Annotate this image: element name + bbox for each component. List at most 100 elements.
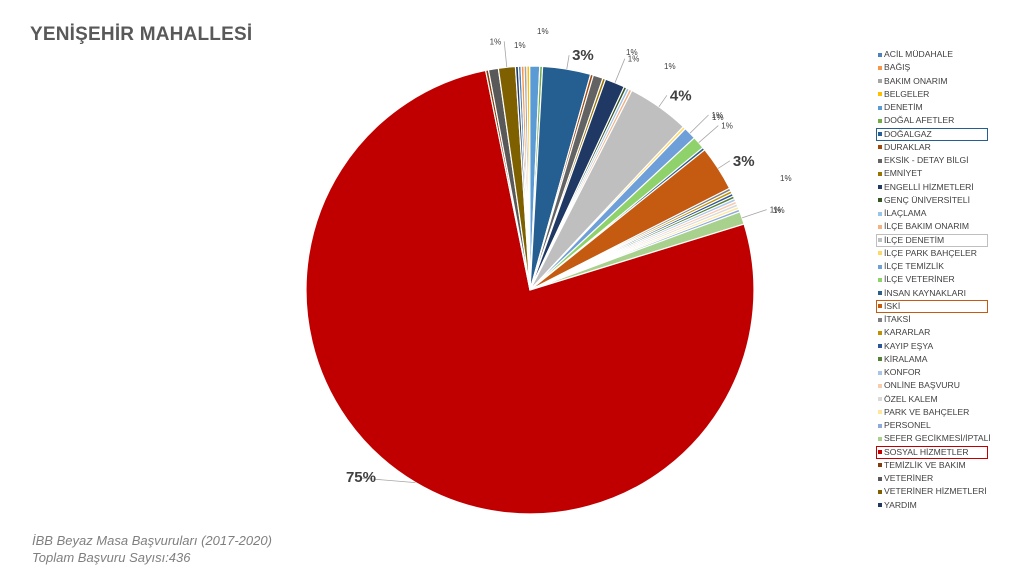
data-label: 1% <box>721 122 733 131</box>
legend-label: DOĞAL AFETLER <box>884 115 955 126</box>
legend-swatch <box>878 132 882 136</box>
legend-item: VETERİNER <box>876 472 988 485</box>
legend-label: BELGELER <box>884 88 930 99</box>
legend-item: İSKİ <box>876 299 988 313</box>
legend-swatch <box>878 251 882 256</box>
legend-item: BAKIM ONARIM <box>876 75 988 88</box>
data-label: 1% <box>628 55 640 64</box>
legend-label: DURAKLAR <box>884 141 931 152</box>
legend-label: YARDIM <box>884 499 917 510</box>
chart-title: YENİŞEHİR MAHALLESİ <box>30 24 253 45</box>
data-label: 3% <box>733 153 755 170</box>
legend-label: İLAÇLAMA <box>884 208 927 218</box>
data-label: 1% <box>664 62 676 71</box>
data-label: 1% <box>712 113 724 122</box>
legend-swatch <box>878 145 882 150</box>
legend-swatch <box>878 476 882 481</box>
legend-swatch <box>878 357 882 362</box>
leader-line <box>717 160 731 169</box>
legend-item: İLAÇLAMA <box>876 207 988 220</box>
legend-item: VETERİNER HİZMETLERİ <box>876 485 988 498</box>
data-label: 1% <box>626 48 638 57</box>
legend-swatch <box>878 79 882 83</box>
leader-line <box>614 58 626 83</box>
legend-label: İTAKSİ <box>884 314 911 324</box>
leader-line <box>658 95 668 108</box>
legend-item: DURAKLAR <box>876 141 988 154</box>
legend-item: GENÇ ÜNİVERSİTELİ <box>876 194 988 207</box>
legend-item: ÖZEL KALEM <box>876 393 988 406</box>
legend-item: KİRALAMA <box>876 353 988 366</box>
data-label: 1% <box>770 206 782 215</box>
legend-swatch <box>878 118 882 123</box>
legend-swatch <box>878 171 882 176</box>
legend-item: ACİL MÜDAHALE <box>876 48 988 61</box>
legend-label: İLÇE DENETİM <box>884 234 945 245</box>
chart-footer: İBB Beyaz Masa Başvuruları (2017-2020) T… <box>32 532 272 566</box>
legend-swatch <box>878 463 882 468</box>
legend-item: PARK VE BAHÇELER <box>876 406 988 419</box>
leader-line <box>503 41 508 68</box>
legend-label: DENETİM <box>884 102 923 112</box>
legend-item: BAĞIŞ <box>876 61 988 74</box>
legend-label: VETERİNER HİZMETLERİ <box>884 486 987 497</box>
legend-label: İLÇE PARK BAHÇELER <box>884 247 977 258</box>
leader-line <box>698 125 719 144</box>
legend-swatch <box>878 65 882 70</box>
legend-swatch <box>878 423 882 428</box>
legend-swatch <box>878 383 882 388</box>
legend-swatch <box>878 185 882 189</box>
legend-swatch <box>878 92 882 97</box>
leader-line <box>689 114 709 134</box>
legend-swatch <box>878 436 882 441</box>
legend-swatch <box>878 224 882 229</box>
legend-item: İLÇE TEMİZLİK <box>876 260 988 273</box>
legend-swatch <box>878 370 882 375</box>
data-label: 1% <box>780 174 792 183</box>
legend-label: VETERİNER <box>884 473 934 483</box>
legend-swatch <box>878 344 882 348</box>
data-label: 1% <box>514 41 526 50</box>
data-label: 75% <box>346 469 376 486</box>
legend-swatch <box>878 211 882 216</box>
legend-label: KAYIP EŞYA <box>884 340 934 351</box>
legend-item: KONFOR <box>876 366 988 379</box>
legend-item: DOĞALGAZ <box>876 127 988 141</box>
legend-label: BAĞIŞ <box>884 62 911 73</box>
legend-item: DOĞAL AFETLER <box>876 114 988 127</box>
pie-slice-yardim <box>514 65 531 291</box>
legend-item: İLÇE PARK BAHÇELER <box>876 247 988 260</box>
legend-item: İLÇE DENETİM <box>876 233 988 247</box>
legend-swatch <box>878 489 882 494</box>
legend-label: BAKIM ONARIM <box>884 75 948 86</box>
legend-item: İLÇE VETERİNER <box>876 273 988 286</box>
legend-item: İLÇE BAKIM ONARIM <box>876 220 988 233</box>
legend-swatch <box>878 304 882 309</box>
pie-slice-sosyal-hi-zmetler <box>305 69 755 515</box>
legend-item: İTAKSİ <box>876 313 988 326</box>
legend-item: DENETİM <box>876 101 988 114</box>
legend-label: PERSONEL <box>884 420 931 430</box>
legend-swatch <box>878 52 882 57</box>
legend-label: İLÇE TEMİZLİK <box>884 261 945 271</box>
leader-line <box>741 209 767 219</box>
legend-label: KONFOR <box>884 367 921 377</box>
legend-label: SOSYAL HİZMETLER <box>884 446 969 457</box>
legend-item: SOSYAL HİZMETLER <box>876 445 988 459</box>
legend-item: SEFER GECİKMESİ/İPTALİ <box>876 432 991 445</box>
legend-item: İNSAN KAYNAKLARI <box>876 287 988 300</box>
footer-total: Toplam Başvuru Sayısı:436 <box>32 550 191 565</box>
legend-label: ENGELLİ HİZMETLERİ <box>884 181 974 192</box>
legend-label: KİRALAMA <box>884 353 928 364</box>
leader-line <box>359 477 416 483</box>
legend-swatch <box>878 397 882 401</box>
legend-label: TEMİZLİK VE BAKIM <box>884 459 966 470</box>
legend-item: EKSİK - DETAY BİLGİ <box>876 154 988 167</box>
legend-label: SEFER GECİKMESİ/İPTALİ <box>884 433 991 444</box>
legend-label: İLÇE BAKIM ONARIM <box>884 221 969 232</box>
legend-label: ACİL MÜDAHALE <box>884 49 953 59</box>
legend-swatch <box>878 291 882 295</box>
footer-source: İBB Beyaz Masa Başvuruları (2017-2020) <box>32 533 272 548</box>
data-label: 1% <box>490 37 502 46</box>
legend-swatch <box>878 410 882 415</box>
